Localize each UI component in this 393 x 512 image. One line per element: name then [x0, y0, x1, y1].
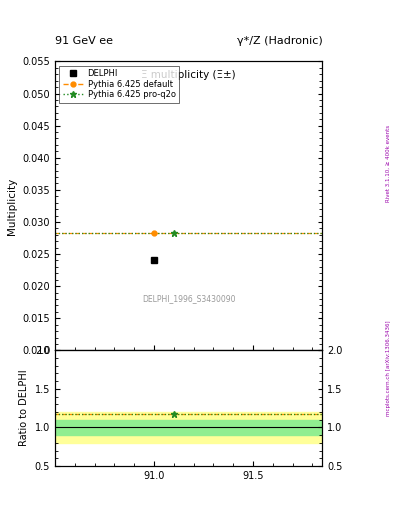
Text: DELPHI_1996_S3430090: DELPHI_1996_S3430090: [142, 294, 235, 303]
Text: Rivet 3.1.10, ≥ 400k events: Rivet 3.1.10, ≥ 400k events: [386, 125, 391, 202]
Y-axis label: Multiplicity: Multiplicity: [7, 177, 17, 234]
Text: mcplots.cern.ch [arXiv:1306.3436]: mcplots.cern.ch [arXiv:1306.3436]: [386, 321, 391, 416]
Y-axis label: Ratio to DELPHI: Ratio to DELPHI: [19, 370, 29, 446]
Text: γ*/Z (Hadronic): γ*/Z (Hadronic): [237, 36, 322, 46]
Legend: DELPHI, Pythia 6.425 default, Pythia 6.425 pro-q2o: DELPHI, Pythia 6.425 default, Pythia 6.4…: [59, 66, 179, 102]
Text: 91 GeV ee: 91 GeV ee: [55, 36, 113, 46]
Bar: [55, 412, 322, 443]
Bar: [55, 420, 322, 435]
Text: Ξ multiplicity (Ξ±): Ξ multiplicity (Ξ±): [141, 70, 236, 80]
